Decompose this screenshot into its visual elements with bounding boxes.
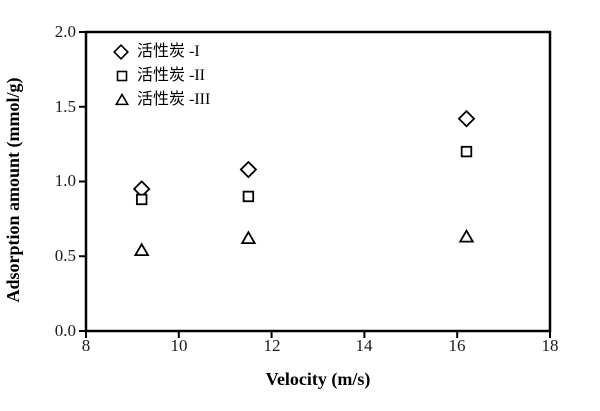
x-tick-label: 8 — [81, 336, 91, 355]
square-marker — [242, 190, 255, 203]
y-tick-label: 1.5 — [54, 97, 76, 116]
legend-label-series-3: 活性炭 -III — [137, 91, 211, 108]
y-axis-title: Adsorption amount (mmol/g) — [3, 77, 23, 303]
legend-label-series-1: 活性炭 -I — [137, 43, 200, 60]
x-tick-label: 14 — [355, 336, 373, 355]
x-tick-label: 16 — [448, 336, 466, 355]
x-tick-label: 18 — [541, 336, 559, 355]
y-tick-label: 0.5 — [54, 246, 76, 265]
square-marker — [460, 145, 473, 158]
diamond-marker — [113, 44, 129, 60]
triangle-marker — [458, 228, 475, 243]
diamond-marker — [457, 109, 476, 128]
x-tick-label: 12 — [263, 336, 281, 355]
triangle-marker — [133, 242, 150, 256]
x-axis-title: Velocity (m/s) — [265, 369, 371, 389]
x-tick-label: 10 — [170, 336, 188, 355]
triangle-marker — [240, 230, 257, 245]
diamond-marker — [239, 160, 258, 179]
y-tick-label: 2.0 — [54, 22, 76, 41]
square-marker — [116, 70, 128, 82]
legend-label-series-2: 活性炭 -II — [137, 67, 205, 84]
triangle-marker — [114, 92, 130, 106]
y-tick-label: 0.0 — [54, 321, 76, 340]
square-marker — [135, 193, 148, 206]
y-tick-label: 1.0 — [54, 171, 76, 190]
